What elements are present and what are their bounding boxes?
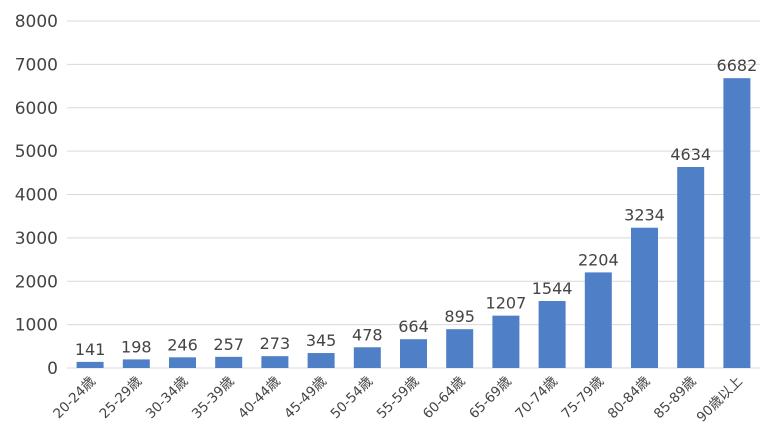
data-label: 246 xyxy=(167,335,198,354)
data-label: 895 xyxy=(444,307,475,326)
data-label: 2204 xyxy=(578,250,619,269)
x-tick-label: 90歳以上 xyxy=(694,374,746,425)
y-tick-label: 4000 xyxy=(15,186,58,206)
bars xyxy=(76,78,751,369)
data-label: 257 xyxy=(213,335,244,354)
data-label: 478 xyxy=(352,325,383,344)
x-tick-label: 85-89歳 xyxy=(651,373,700,422)
bar xyxy=(446,329,474,368)
bar xyxy=(631,227,658,368)
x-tick-label: 60-64歳 xyxy=(420,373,469,422)
y-tick-label: 7000 xyxy=(15,55,58,75)
data-label: 664 xyxy=(398,317,429,336)
data-label: 3234 xyxy=(624,206,665,225)
data-label: 1207 xyxy=(486,294,527,313)
data-label: 198 xyxy=(121,337,152,356)
bar xyxy=(723,78,751,369)
y-tick-label: 1000 xyxy=(15,316,58,336)
data-label: 345 xyxy=(306,331,337,350)
bar xyxy=(584,272,612,368)
x-tick-label: 35-39歳 xyxy=(189,373,238,422)
bar xyxy=(307,353,335,368)
y-tick-label: 5000 xyxy=(15,142,58,162)
data-label: 6682 xyxy=(717,56,758,75)
x-tick-label: 55-59歳 xyxy=(374,373,423,422)
x-tick-label: 20-24歳 xyxy=(50,373,99,422)
x-tick-label: 65-69歳 xyxy=(466,373,515,422)
bar xyxy=(353,347,381,368)
bar xyxy=(76,361,104,368)
data-label: 1544 xyxy=(532,279,573,298)
x-axis-tick-labels: 20-24歳25-29歳30-34歳35-39歳40-44歳45-49歳50-5… xyxy=(50,373,745,425)
bar xyxy=(538,301,566,368)
x-tick-label: 80-84歳 xyxy=(605,373,654,422)
data-labels: 141 198 246 257 273 345 478 664 895 1207 1544 2204 3… xyxy=(75,56,757,359)
y-axis-tick-labels: 0 1000 2000 3000 4000 5000 6000 7000 8000 xyxy=(15,12,58,379)
y-tick-label: 2000 xyxy=(15,272,58,292)
x-tick-label: 75-79歳 xyxy=(559,373,608,422)
x-tick-label: 30-34歳 xyxy=(143,373,192,422)
bar xyxy=(677,167,705,368)
gridlines xyxy=(67,20,760,369)
bar xyxy=(169,357,196,368)
data-label: 141 xyxy=(75,340,106,359)
bar xyxy=(215,356,243,368)
y-tick-label: 6000 xyxy=(15,99,58,119)
bar xyxy=(400,339,427,368)
bar xyxy=(122,359,150,368)
y-tick-label: 8000 xyxy=(15,12,58,32)
x-tick-label: 50-54歳 xyxy=(328,373,377,422)
x-tick-label: 40-44歳 xyxy=(235,373,284,422)
bar xyxy=(492,315,520,368)
x-tick-label: 25-29歳 xyxy=(97,373,146,422)
data-label: 273 xyxy=(260,334,291,353)
data-label: 4634 xyxy=(670,145,711,164)
x-tick-label: 70-74歳 xyxy=(512,373,561,422)
y-tick-label: 0 xyxy=(47,359,58,379)
y-tick-label: 3000 xyxy=(15,229,58,249)
bar xyxy=(261,356,289,368)
x-tick-label: 45-49歳 xyxy=(281,373,330,422)
